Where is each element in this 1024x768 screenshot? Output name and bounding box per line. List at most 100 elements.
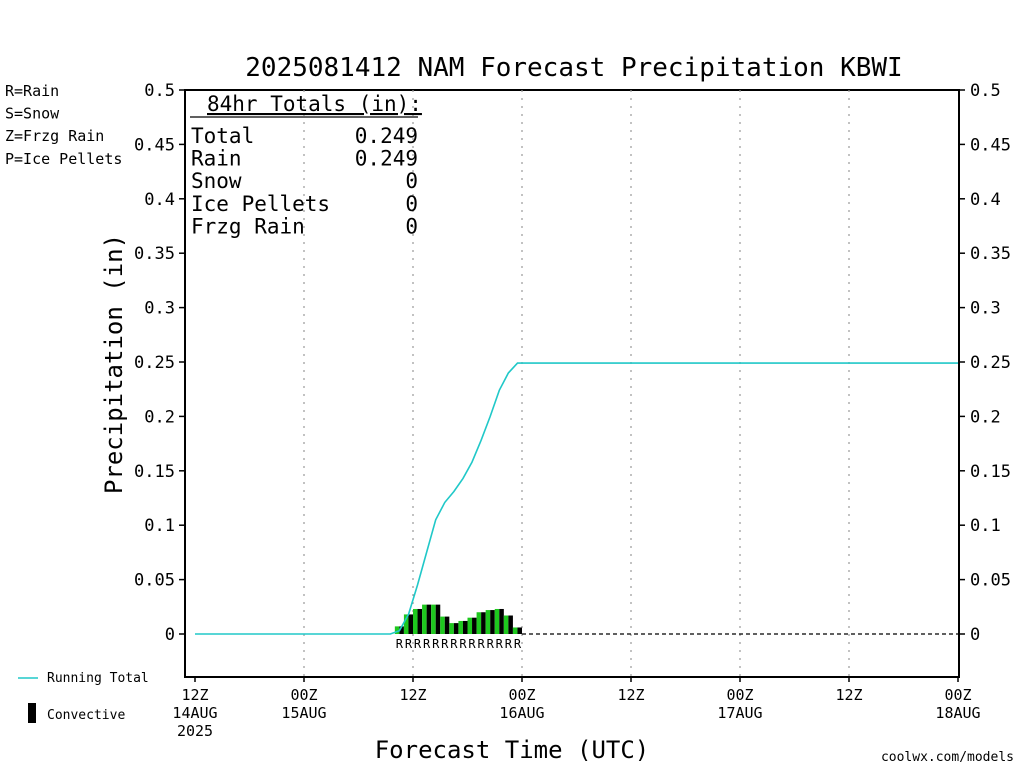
x-tick-label: 15AUG bbox=[281, 704, 326, 722]
y-tick-label-left: 0.25 bbox=[134, 353, 175, 373]
precip-type-key-item: R=Rain bbox=[5, 82, 59, 100]
precip-bar bbox=[403, 614, 409, 634]
x-tick-label: 00Z bbox=[944, 686, 971, 704]
precip-bar bbox=[422, 604, 427, 634]
convective-bar bbox=[508, 615, 513, 634]
legend-convective-label: Convective bbox=[47, 708, 125, 723]
precip-bar bbox=[449, 623, 454, 634]
totals-header: 84hr Totals (in): bbox=[207, 92, 422, 116]
credit-text: coolwx.com/models bbox=[881, 750, 1014, 765]
convective-bar bbox=[399, 626, 404, 634]
y-axis-right: 0 0.05 0.1 0.15 0.2 0.25 0.3 0.35 0.4 0.45 0.5 bbox=[959, 81, 1011, 645]
convective-bar bbox=[462, 620, 468, 634]
totals-row-value: 0.249 bbox=[355, 124, 418, 148]
legend-running-total-label: Running Total bbox=[47, 671, 149, 686]
y-axis-label: Precipitation (in) bbox=[100, 234, 128, 494]
legend: Running Total Convective bbox=[18, 671, 149, 723]
y-tick-label-right: 0.4 bbox=[970, 190, 1001, 210]
y-tick-label-right: 0.1 bbox=[970, 516, 1001, 536]
precip-bar bbox=[458, 620, 463, 634]
y-tick-label-left: 0.05 bbox=[134, 571, 175, 591]
x-tick-label: 00Z bbox=[726, 686, 753, 704]
y-tick-label-right: 0.35 bbox=[970, 244, 1011, 264]
precip-bar bbox=[494, 608, 500, 634]
precip-bar bbox=[485, 610, 491, 634]
x-tick-label: 18AUG bbox=[935, 704, 980, 722]
totals-row-label: Snow bbox=[191, 169, 242, 193]
precip-bar bbox=[467, 617, 473, 634]
precip-type-code: R bbox=[432, 637, 440, 651]
totals-row-value: 0 bbox=[405, 214, 418, 238]
x-tick-label: 12Z bbox=[181, 686, 208, 704]
totals-row-value: 0 bbox=[405, 169, 418, 193]
convective-bar bbox=[472, 617, 477, 634]
y-tick-label-right: 0.5 bbox=[970, 81, 1001, 101]
precip-type-key-item: S=Snow bbox=[5, 105, 60, 123]
precip-type-code: R bbox=[423, 637, 431, 651]
precip-bar bbox=[413, 608, 418, 634]
y-tick-label-right: 0.3 bbox=[970, 299, 1001, 319]
convective-bar bbox=[408, 614, 413, 634]
x-tick-label: 16AUG bbox=[499, 704, 544, 722]
x-tick-label: 2025 bbox=[177, 722, 213, 740]
y-tick-label-left: 0.35 bbox=[134, 244, 175, 264]
precip-type-key-item: P=Ice Pellets bbox=[5, 150, 122, 168]
y-tick-label-left: 0.2 bbox=[144, 407, 175, 427]
convective-bar bbox=[499, 608, 504, 634]
totals-row-value: 0.249 bbox=[355, 147, 418, 171]
precip-type-key-item: Z=Frzg Rain bbox=[5, 127, 104, 145]
precip-bar bbox=[440, 616, 445, 634]
precip-bar bbox=[431, 604, 436, 634]
y-axis-left: 0 0.05 0.1 0.15 0.2 0.25 0.3 0.35 0.4 0.45 0.5 bbox=[134, 81, 185, 645]
convective-bar bbox=[490, 610, 495, 634]
chart-title: 2025081412 NAM Forecast Precipitation KB… bbox=[245, 53, 902, 83]
precip-type-code: R bbox=[459, 637, 467, 651]
precip-type-code: R bbox=[450, 637, 458, 651]
y-tick-label-right: 0.2 bbox=[970, 407, 1001, 427]
totals-row-label: Ice Pellets bbox=[191, 192, 330, 216]
running-total-line bbox=[195, 362, 958, 635]
x-tick-label: 14AUG bbox=[172, 704, 217, 722]
precip-bar bbox=[503, 615, 509, 634]
convective-bar bbox=[426, 604, 432, 634]
totals-row-value: 0 bbox=[405, 192, 418, 216]
precip-type-key: R=Rain S=Snow Z=Frzg Rain P=Ice Pellets bbox=[5, 82, 122, 168]
legend-convective-swatch bbox=[28, 703, 36, 723]
plot-area bbox=[184, 89, 960, 678]
precip-type-code: R bbox=[468, 637, 476, 651]
y-tick-label-right: 0.15 bbox=[970, 462, 1011, 482]
precip-bar bbox=[476, 612, 482, 634]
precip-type-code: R bbox=[396, 637, 404, 651]
x-tick-label: 17AUG bbox=[717, 704, 762, 722]
y-tick-label-left: 0.1 bbox=[144, 516, 175, 536]
convective-bar bbox=[435, 604, 441, 634]
convective-bar bbox=[481, 612, 486, 634]
totals-box: 84hr Totals (in): Total 0.249 Rain 0.249 Sno… bbox=[190, 92, 422, 238]
precip-type-code: R bbox=[514, 637, 522, 651]
x-tick-label: 12Z bbox=[617, 686, 644, 704]
y-tick-label-left: 0.4 bbox=[144, 190, 175, 210]
y-tick-label-right: 0.45 bbox=[970, 135, 1011, 155]
y-tick-label-right: 0.05 bbox=[970, 571, 1011, 591]
convective-bar bbox=[444, 616, 450, 634]
precip-type-code: R bbox=[478, 637, 486, 651]
totals-row-label: Rain bbox=[191, 147, 242, 171]
vertical-grid bbox=[303, 90, 850, 677]
running-total-series bbox=[195, 362, 958, 635]
precip-bar bbox=[512, 627, 518, 634]
precip-type-code: R bbox=[405, 637, 413, 651]
y-tick-label-left: 0 bbox=[165, 625, 175, 645]
x-tick-label: 00Z bbox=[508, 686, 535, 704]
precip-bars bbox=[394, 604, 522, 634]
convective-bar bbox=[417, 608, 423, 634]
x-tick-label: 12Z bbox=[835, 686, 862, 704]
precip-bar bbox=[394, 626, 400, 634]
y-tick-label-left: 0.15 bbox=[134, 462, 175, 482]
y-tick-label-left: 0.3 bbox=[144, 299, 175, 319]
y-tick-label-right: 0.25 bbox=[970, 353, 1011, 373]
totals-row-label: Total bbox=[191, 124, 254, 148]
y-tick-label-left: 0.45 bbox=[134, 135, 175, 155]
